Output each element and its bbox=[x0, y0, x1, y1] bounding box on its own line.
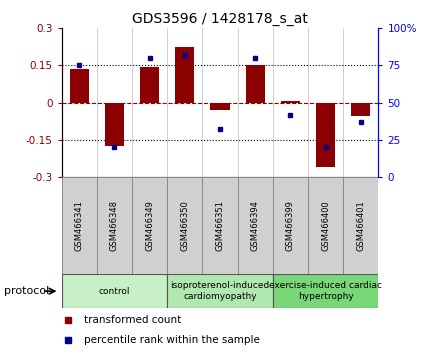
Bar bbox=[140, 67, 159, 103]
Bar bbox=[97, 177, 132, 274]
Bar bbox=[167, 274, 273, 308]
Bar bbox=[62, 274, 167, 308]
Bar bbox=[202, 177, 238, 274]
Text: transformed count: transformed count bbox=[84, 315, 181, 325]
Text: protocol: protocol bbox=[4, 286, 50, 296]
Bar bbox=[246, 65, 265, 103]
Bar bbox=[351, 103, 370, 116]
Text: exercise-induced cardiac
hypertrophy: exercise-induced cardiac hypertrophy bbox=[269, 281, 382, 301]
Text: GSM466351: GSM466351 bbox=[216, 200, 224, 251]
Bar bbox=[70, 69, 89, 103]
Text: GSM466400: GSM466400 bbox=[321, 200, 330, 251]
Text: GSM466341: GSM466341 bbox=[75, 200, 84, 251]
Text: control: control bbox=[99, 287, 130, 296]
Bar bbox=[281, 101, 300, 103]
Bar bbox=[210, 103, 230, 110]
Bar bbox=[132, 177, 167, 274]
Text: GSM466348: GSM466348 bbox=[110, 200, 119, 251]
Bar bbox=[308, 177, 343, 274]
Bar bbox=[273, 274, 378, 308]
Text: GSM466399: GSM466399 bbox=[286, 200, 295, 251]
Text: GSM466401: GSM466401 bbox=[356, 200, 365, 251]
Text: GSM466349: GSM466349 bbox=[145, 200, 154, 251]
Bar bbox=[175, 47, 194, 103]
Text: GSM466350: GSM466350 bbox=[180, 200, 189, 251]
Bar bbox=[343, 177, 378, 274]
Bar bbox=[62, 177, 97, 274]
Bar bbox=[105, 103, 124, 146]
Text: GDS3596 / 1428178_s_at: GDS3596 / 1428178_s_at bbox=[132, 12, 308, 27]
Bar bbox=[167, 177, 202, 274]
Text: percentile rank within the sample: percentile rank within the sample bbox=[84, 335, 260, 345]
Bar bbox=[273, 177, 308, 274]
Text: isoproterenol-induced
cardiomyopathy: isoproterenol-induced cardiomyopathy bbox=[170, 281, 270, 301]
Text: GSM466394: GSM466394 bbox=[251, 200, 260, 251]
Bar bbox=[316, 103, 335, 167]
Bar bbox=[238, 177, 273, 274]
